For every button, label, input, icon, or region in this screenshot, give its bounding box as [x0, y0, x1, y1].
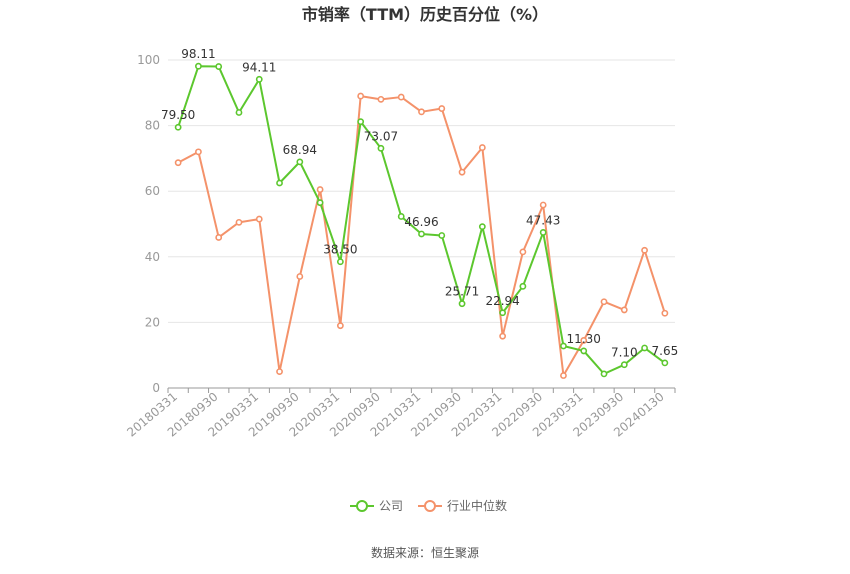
data-point[interactable] [539, 201, 547, 209]
series-lines [174, 62, 669, 379]
data-point[interactable] [235, 218, 243, 226]
grid-lines [168, 59, 675, 323]
data-label: 73.07 [364, 129, 398, 143]
data-point[interactable] [478, 223, 486, 231]
y-tick-label: 20 [145, 315, 160, 329]
data-point[interactable] [600, 298, 608, 306]
data-label: 47.43 [526, 213, 560, 227]
data-label: 38.50 [323, 243, 357, 257]
legend-swatch-marker [356, 500, 368, 512]
data-point[interactable] [174, 123, 182, 131]
y-tick-label: 0 [152, 381, 160, 395]
data-point[interactable] [397, 93, 405, 101]
data-point[interactable] [215, 234, 223, 241]
data-point[interactable] [478, 144, 486, 151]
data-point[interactable] [519, 282, 527, 290]
data-point[interactable] [620, 361, 628, 369]
data-label: 98.11 [181, 47, 215, 61]
data-point[interactable] [458, 168, 466, 176]
data-point[interactable] [336, 258, 344, 266]
data-point[interactable] [357, 118, 365, 126]
y-tick-label: 100 [137, 53, 160, 67]
data-point[interactable] [641, 246, 648, 254]
data-point[interactable] [580, 337, 588, 344]
data-label: 94.11 [242, 60, 276, 74]
y-tick-label: 40 [145, 250, 160, 264]
chart-title: 市销率（TTM）历史百分位（%） [302, 5, 548, 24]
data-point[interactable] [418, 108, 425, 116]
data-point[interactable] [235, 109, 243, 116]
data-point[interactable] [499, 332, 507, 340]
legend-label: 行业中位数 [447, 498, 507, 513]
data-point[interactable] [560, 372, 567, 379]
legend-item[interactable]: 行业中位数 [418, 498, 507, 513]
data-point[interactable] [580, 347, 588, 355]
data-point[interactable] [438, 105, 446, 112]
data-point[interactable] [255, 215, 263, 223]
y-tick-label: 60 [145, 184, 160, 198]
data-point[interactable] [458, 300, 466, 308]
data-point[interactable] [195, 62, 202, 70]
data-point[interactable] [539, 229, 547, 236]
data-point[interactable] [276, 368, 283, 375]
legend-swatch-marker [424, 500, 436, 512]
data-point[interactable] [499, 309, 507, 317]
data-point[interactable] [418, 230, 425, 238]
data-point[interactable] [600, 370, 608, 378]
data-point[interactable] [215, 63, 223, 70]
data-point[interactable] [276, 179, 283, 187]
y-tick-label: 80 [145, 119, 160, 133]
data-label: 25.71 [445, 285, 479, 299]
data-point[interactable] [519, 248, 527, 256]
legend-label: 公司 [379, 499, 403, 513]
data-point[interactable] [316, 186, 324, 193]
legend[interactable]: 公司 行业中位数 [350, 498, 507, 513]
data-point[interactable] [316, 199, 324, 207]
data-point[interactable] [377, 95, 385, 103]
data-point[interactable] [296, 158, 304, 166]
data-label: 46.96 [404, 215, 438, 229]
data-point[interactable] [195, 148, 202, 156]
data-point[interactable] [397, 213, 405, 220]
data-label: 11.30 [567, 332, 601, 346]
data-label: 7.10 [611, 346, 638, 360]
data-point[interactable] [336, 322, 344, 330]
data-label: 79.50 [161, 108, 195, 122]
data-point[interactable] [357, 92, 365, 100]
data-point[interactable] [377, 144, 385, 152]
data-point[interactable] [438, 232, 446, 239]
data-point[interactable] [641, 344, 648, 352]
data-point[interactable] [560, 342, 567, 350]
data-label: 68.94 [283, 143, 317, 157]
data-source-note: 数据来源：恒生聚源 [370, 546, 479, 560]
data-point[interactable] [174, 159, 182, 167]
data-point[interactable] [661, 309, 669, 317]
data-label: 22.94 [485, 294, 519, 308]
data-label: 7.65 [652, 344, 679, 358]
data-point[interactable] [296, 273, 304, 280]
axes: 0204060801002018033120180930201903312019… [124, 53, 676, 440]
data-point[interactable] [255, 75, 263, 83]
data-point[interactable] [661, 359, 669, 367]
legend-item[interactable]: 公司 [350, 499, 403, 513]
data-point[interactable] [620, 306, 628, 314]
data-labels: 79.50 98.11 94.11 68.94 38.50 73.07 46.96 25.71… [161, 47, 678, 360]
